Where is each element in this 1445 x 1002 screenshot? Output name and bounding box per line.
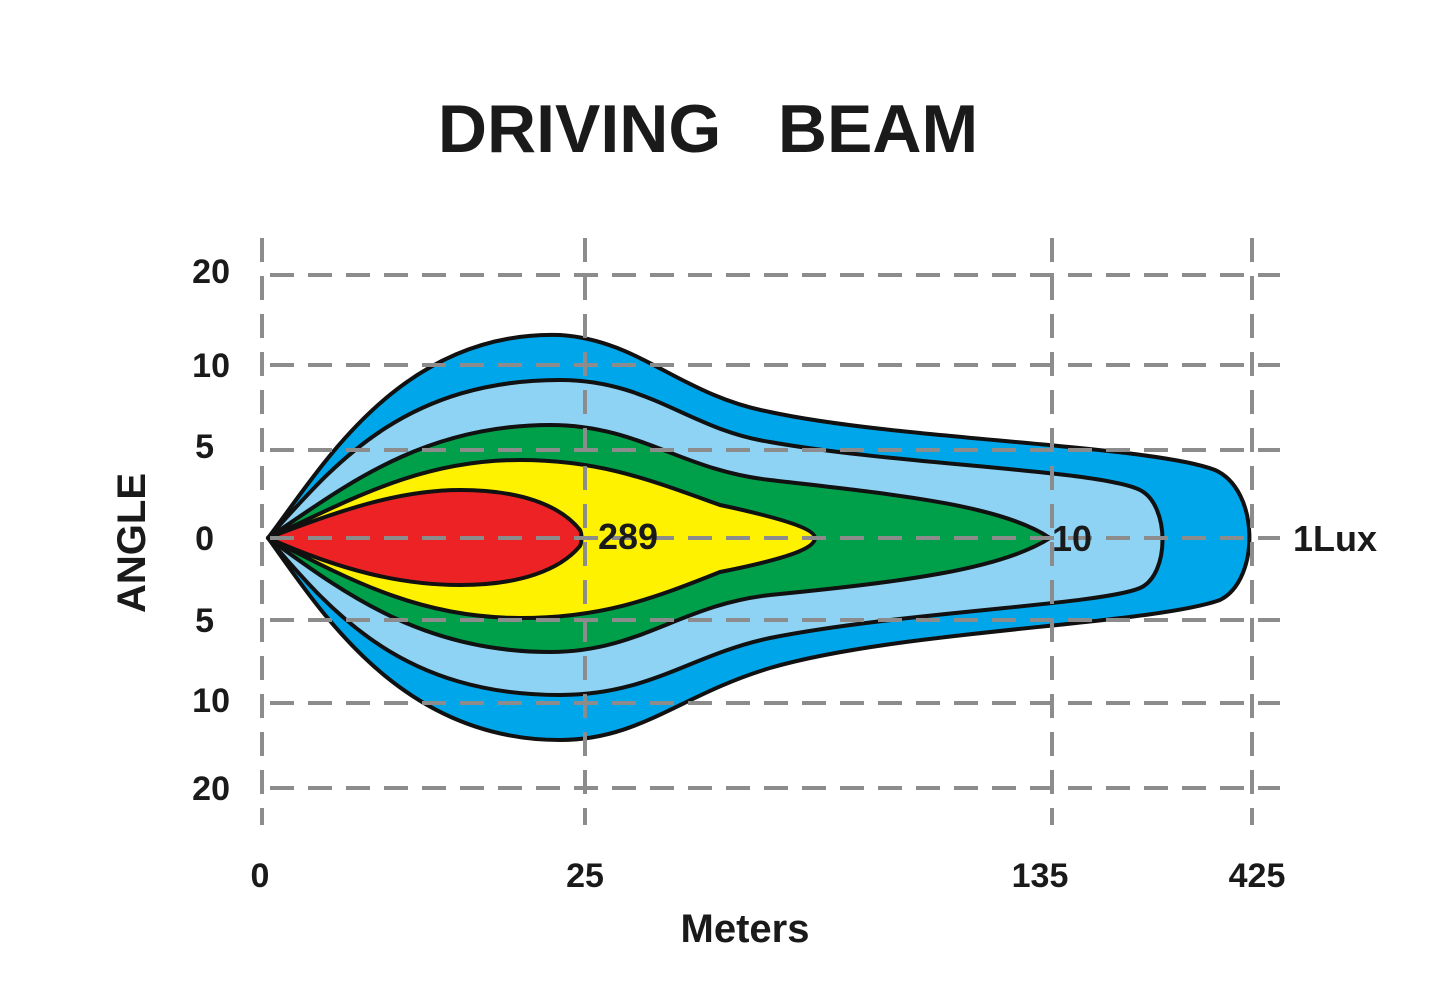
y-axis-ticks: 20 10 5 0 5 10 20 [192, 253, 230, 808]
y-tick-label: 5 [195, 602, 214, 640]
x-tick-label: 425 [1229, 857, 1286, 895]
grid-lines [260, 238, 1280, 825]
x-axis-ticks: 0 25 135 425 [251, 857, 1286, 895]
y-tick-label: 20 [192, 770, 230, 808]
y-tick-label: 0 [195, 520, 214, 558]
y-tick-label: 10 [192, 347, 230, 385]
zone-label-289: 289 [598, 516, 658, 557]
x-tick-label: 0 [251, 857, 270, 895]
zone-label-1-lux: 1Lux [1293, 518, 1377, 559]
chart-title: DRIVING BEAM [438, 91, 978, 167]
x-tick-label: 135 [1012, 857, 1069, 895]
y-tick-label: 20 [192, 253, 230, 291]
y-axis-title: ANGLE [110, 473, 154, 613]
x-axis-title: Meters [681, 907, 810, 951]
zone-label-10: 10 [1052, 518, 1092, 559]
x-tick-label: 25 [566, 857, 604, 895]
y-tick-label: 10 [192, 682, 230, 720]
y-tick-label: 5 [195, 428, 214, 466]
beam-zones [266, 332, 1252, 742]
